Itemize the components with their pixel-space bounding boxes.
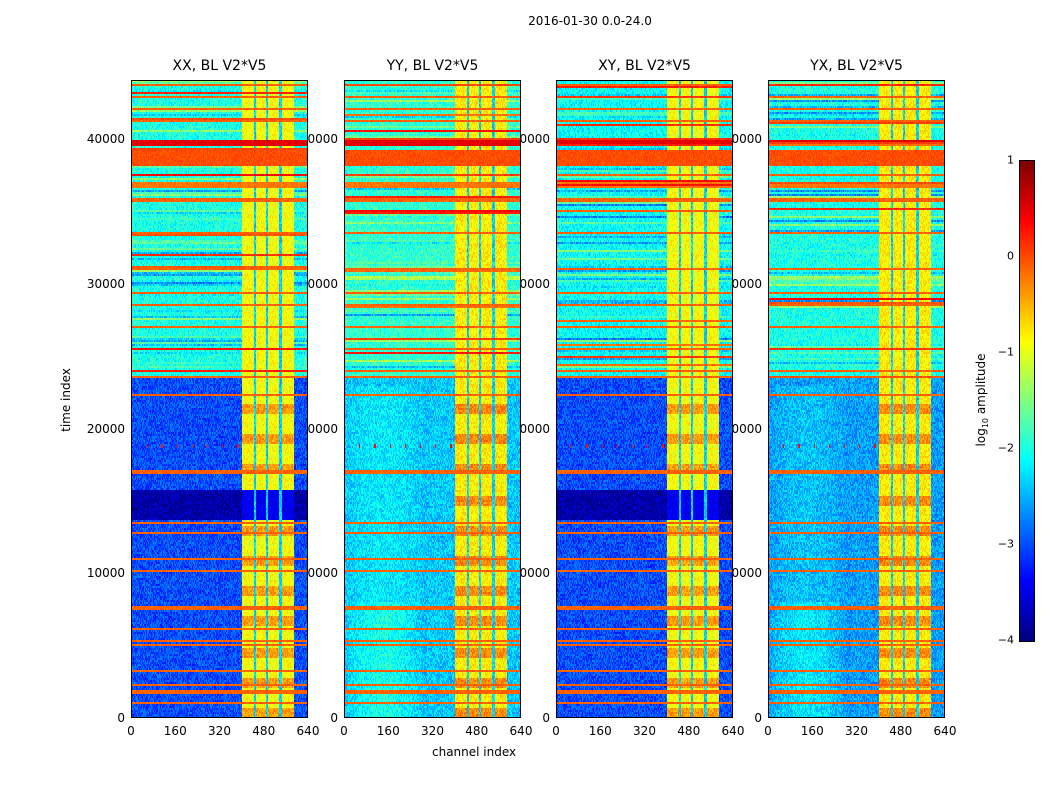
- y-tick-label: 40000: [511, 132, 550, 147]
- colorbar-tick-label: −2: [997, 441, 1014, 455]
- panel-title: XY, BL V2*V5: [598, 58, 691, 74]
- y-tick-label: 30000: [511, 276, 550, 291]
- colorbar: [1019, 160, 1035, 642]
- colorbar-tick-label: −1: [997, 345, 1014, 359]
- colorbar-tick-label: 1: [1007, 153, 1014, 167]
- panel-0: XX, BL V2*V5 0 10000 20000 30000 40000 0 160 320…: [87, 58, 320, 738]
- colorbar-tick-label: 0: [1007, 249, 1014, 263]
- x-tick-label: 0: [764, 724, 772, 738]
- colorbar-tick-label: −4: [997, 633, 1014, 647]
- x-tick-label: 160: [163, 724, 187, 738]
- x-tick-label: 640: [296, 724, 320, 738]
- x-tick-label: 480: [677, 724, 701, 738]
- x-tick-label: 640: [509, 724, 533, 738]
- y-tick-label: 10000: [86, 566, 125, 581]
- x-tick-label: 320: [421, 724, 444, 738]
- x-tick-label: 0: [552, 724, 560, 738]
- y-tick-label: 10000: [299, 566, 338, 581]
- x-tick-label: 480: [252, 724, 276, 738]
- panel-title: YX, BL V2*V5: [810, 58, 903, 74]
- x-tick-label: 640: [721, 724, 745, 738]
- heatmap-image: [344, 80, 521, 718]
- y-tick-label: 10000: [511, 566, 550, 581]
- panel-2: XY, BL V2*V5 0 10000 20000 30000 40000 0 160 320…: [512, 58, 745, 738]
- x-tick-label: 320: [208, 724, 231, 738]
- x-tick-label: 0: [340, 724, 348, 738]
- y-tick-label: 0: [117, 711, 125, 725]
- heatmap-image: [131, 80, 308, 718]
- x-tick-label: 0: [127, 724, 135, 738]
- y-axis-label: time index: [59, 368, 73, 432]
- panel-title: YY, BL V2*V5: [386, 58, 479, 74]
- y-tick-label: 20000: [723, 421, 762, 436]
- figure-title: 2016-01-30 0.0-24.0: [528, 14, 652, 28]
- y-tick-label: 0: [330, 711, 338, 725]
- y-tick-label: 20000: [299, 421, 338, 436]
- y-tick-label: 20000: [511, 421, 550, 436]
- y-tick-label: 30000: [86, 276, 125, 291]
- x-tick-label: 480: [889, 724, 913, 738]
- panel-title: XX, BL V2*V5: [172, 58, 267, 74]
- y-tick-label: 30000: [723, 276, 762, 291]
- y-tick-label: 40000: [723, 132, 762, 147]
- colorbar-label: log10 amplitude: [973, 353, 991, 447]
- panel-3: YX, BL V2*V5 0 10000 20000 30000 40000 0 160 320…: [724, 58, 957, 738]
- x-axis-label: channel index: [432, 745, 517, 759]
- y-tick-label: 0: [754, 711, 762, 725]
- y-tick-label: 30000: [299, 276, 338, 291]
- x-tick-label: 320: [845, 724, 868, 738]
- colorbar-tick-label: −3: [997, 537, 1014, 551]
- y-tick-label: 10000: [723, 566, 762, 581]
- x-tick-label: 640: [933, 724, 957, 738]
- y-tick-label: 20000: [86, 421, 125, 436]
- x-tick-label: 480: [465, 724, 489, 738]
- y-tick-label: 0: [542, 711, 550, 725]
- x-tick-label: 160: [800, 724, 824, 738]
- y-tick-label: 40000: [299, 132, 338, 147]
- panel-1: YY, BL V2*V5 0 10000 20000 30000 40000 0 160 320…: [300, 58, 533, 738]
- x-tick-label: 160: [588, 724, 612, 738]
- heatmap-image: [556, 80, 733, 718]
- x-tick-label: 160: [376, 724, 400, 738]
- heatmap-image: [768, 80, 945, 718]
- y-tick-label: 40000: [86, 132, 125, 147]
- x-tick-label: 320: [633, 724, 656, 738]
